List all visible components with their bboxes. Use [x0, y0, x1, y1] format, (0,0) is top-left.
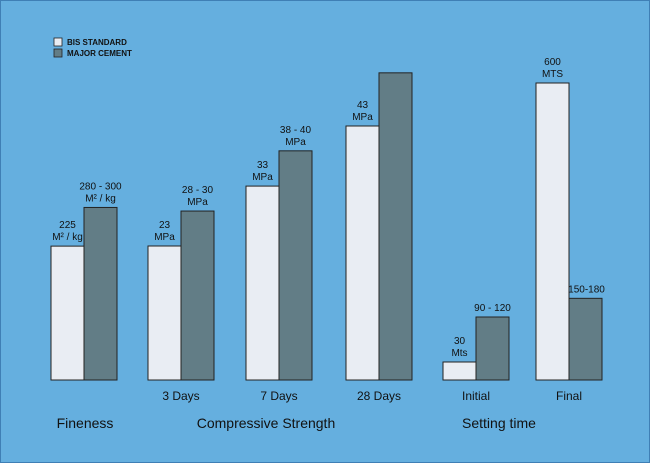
- data-label-bis-1: 23 MPa: [154, 220, 175, 243]
- category-label-1: 3 Days: [162, 389, 199, 403]
- bar-bis-3: [345, 125, 380, 381]
- data-label-major-2: 38 - 40 MPa: [280, 125, 312, 148]
- bar-bis-0: [50, 245, 85, 381]
- legend-swatch-bis: [53, 37, 63, 47]
- bar-major-2: [278, 150, 313, 381]
- bar-major-1: [180, 210, 215, 381]
- category-label-4: Initial: [462, 389, 490, 403]
- data-label-major-5: 150-180: [568, 284, 605, 295]
- group-label-0: Fineness: [57, 415, 114, 431]
- category-label-5: Final: [556, 389, 582, 403]
- category-label-2: 7 Days: [260, 389, 297, 403]
- data-label-bis-3: 43 MPa: [352, 100, 373, 123]
- data-label-major-1: 28 - 30 MPa: [182, 185, 214, 208]
- bar-bis-1: [147, 245, 182, 381]
- legend-swatch-major: [53, 48, 63, 58]
- data-label-major-4: 90 - 120: [474, 303, 511, 314]
- bar-bis-5: [535, 82, 570, 381]
- data-label-major-0: 280 - 300 M² / kg: [79, 181, 122, 204]
- group-label-2: Setting time: [462, 415, 536, 431]
- data-label-bis-4: 30 Mts: [451, 336, 467, 359]
- bar-major-0: [83, 206, 118, 381]
- legend-label-major: MAJOR CEMENT: [67, 49, 132, 58]
- legend-label-bis: BIS STANDARD: [67, 38, 127, 47]
- bar-bis-4: [442, 361, 477, 381]
- group-label-1: Compressive Strength: [197, 415, 336, 431]
- data-label-bis-2: 33 MPa: [252, 160, 273, 183]
- bar-major-5: [568, 297, 603, 381]
- bar-major-3: [378, 72, 413, 381]
- bar-bis-2: [245, 185, 280, 381]
- bar-major-4: [475, 316, 510, 381]
- data-label-bis-5: 600 MTS: [542, 57, 563, 80]
- category-label-3: 28 Days: [357, 389, 401, 403]
- data-label-bis-0: 225 M² / kg: [52, 220, 83, 243]
